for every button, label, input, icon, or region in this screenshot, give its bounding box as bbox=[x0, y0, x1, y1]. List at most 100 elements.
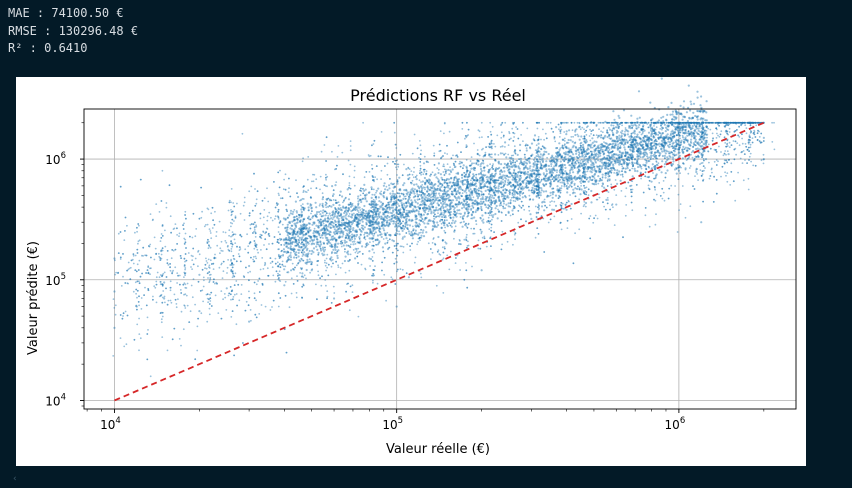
scatter-point bbox=[762, 162, 765, 165]
scatter-point bbox=[258, 277, 261, 280]
scatter-point bbox=[742, 121, 744, 124]
scatter-point bbox=[749, 121, 751, 124]
scatter-point bbox=[678, 209, 680, 212]
scatter-point bbox=[132, 290, 135, 293]
scatter-point bbox=[621, 124, 623, 127]
scatter-point bbox=[179, 255, 182, 257]
scatter-point bbox=[664, 176, 667, 179]
scatter-point bbox=[179, 289, 182, 291]
scatter-point bbox=[260, 237, 263, 240]
scatter-point bbox=[580, 182, 582, 185]
scatter-point bbox=[442, 251, 445, 254]
scatter-point bbox=[456, 156, 459, 158]
scatter-point bbox=[597, 121, 600, 124]
scatter-point bbox=[184, 307, 187, 309]
scatter-point bbox=[466, 169, 468, 171]
scatter-point bbox=[552, 131, 555, 133]
scatter-point bbox=[747, 188, 750, 191]
scatter-point bbox=[348, 175, 351, 178]
scatter-point bbox=[490, 156, 493, 159]
scatter-point bbox=[431, 251, 434, 254]
scatter-point bbox=[284, 173, 287, 176]
scatter-point bbox=[509, 214, 512, 217]
scatter-point bbox=[691, 156, 694, 159]
scatter-point bbox=[194, 257, 197, 260]
scatter-point bbox=[293, 209, 296, 211]
scatter-point bbox=[372, 240, 375, 243]
scatter-point bbox=[444, 179, 446, 181]
scatter-point bbox=[200, 216, 203, 219]
scatter-point bbox=[561, 171, 563, 173]
scatter-point bbox=[335, 273, 337, 276]
scatter-point bbox=[261, 257, 264, 259]
scatter-point bbox=[647, 176, 650, 179]
scatter-point bbox=[508, 138, 511, 141]
scatter-point bbox=[228, 201, 231, 204]
scatter-point bbox=[540, 138, 542, 141]
scatter-point bbox=[747, 141, 750, 144]
scatter-point bbox=[127, 282, 129, 285]
scatter-point bbox=[423, 170, 426, 173]
scatter-point bbox=[647, 126, 650, 129]
scatter-point bbox=[737, 171, 739, 174]
scatter-point bbox=[509, 201, 512, 204]
scatter-point bbox=[476, 209, 479, 212]
scatter-point bbox=[376, 178, 378, 181]
scatter-point bbox=[230, 258, 233, 261]
scatter-point bbox=[537, 233, 540, 235]
scatter-point bbox=[315, 178, 318, 181]
scatter-point bbox=[533, 139, 536, 142]
scatter-point bbox=[334, 208, 337, 211]
scatter-point bbox=[174, 266, 177, 269]
scatter-point bbox=[631, 126, 633, 129]
scatter-point bbox=[410, 170, 413, 172]
scatter-point bbox=[512, 190, 515, 193]
scatter-point bbox=[707, 127, 710, 130]
scatter-point bbox=[192, 212, 195, 215]
scatter-point bbox=[635, 121, 638, 124]
scatter-point bbox=[307, 156, 310, 158]
scatter-point bbox=[396, 168, 398, 171]
scatter-point bbox=[278, 194, 280, 197]
scatter-point bbox=[749, 121, 751, 124]
scatter-point bbox=[730, 162, 733, 165]
scatter-point bbox=[617, 143, 619, 146]
scatter-point bbox=[652, 157, 654, 160]
scatter-point bbox=[340, 221, 343, 224]
scatter-point bbox=[589, 237, 592, 240]
scatter-point bbox=[326, 253, 329, 256]
scatter-point bbox=[268, 211, 271, 214]
scatter-point bbox=[728, 131, 731, 133]
scatter-point bbox=[209, 259, 212, 262]
scatter-point bbox=[253, 172, 255, 175]
scatter-point bbox=[255, 198, 258, 201]
scatter-point bbox=[564, 176, 567, 178]
scatter-point bbox=[209, 246, 212, 249]
scatter-point bbox=[266, 215, 269, 218]
scatter-point bbox=[254, 188, 256, 190]
scatter-point bbox=[450, 250, 452, 253]
scatter-point bbox=[613, 172, 616, 174]
scatter-point bbox=[149, 375, 152, 378]
scatter-point bbox=[277, 226, 280, 229]
scatter-point bbox=[723, 136, 726, 139]
scatter-point bbox=[233, 233, 235, 236]
scatter-point bbox=[448, 208, 451, 211]
scatter-point bbox=[202, 300, 205, 303]
scatter-point bbox=[491, 196, 493, 199]
scatter-point bbox=[680, 143, 683, 146]
scatter-point bbox=[593, 168, 596, 170]
scatter-point bbox=[560, 228, 563, 231]
scatter-point bbox=[326, 228, 328, 231]
scatter-point bbox=[394, 283, 397, 285]
scatter-point bbox=[308, 258, 311, 261]
scatter-point bbox=[119, 231, 122, 233]
scatter-point bbox=[660, 121, 663, 124]
scatter-point bbox=[702, 121, 705, 124]
scatter-point bbox=[606, 129, 609, 132]
scatter-point bbox=[331, 150, 333, 153]
scatter-point bbox=[262, 268, 265, 270]
scatter-point bbox=[465, 192, 468, 194]
scatter-point bbox=[399, 245, 402, 248]
scatter-point bbox=[676, 231, 679, 233]
